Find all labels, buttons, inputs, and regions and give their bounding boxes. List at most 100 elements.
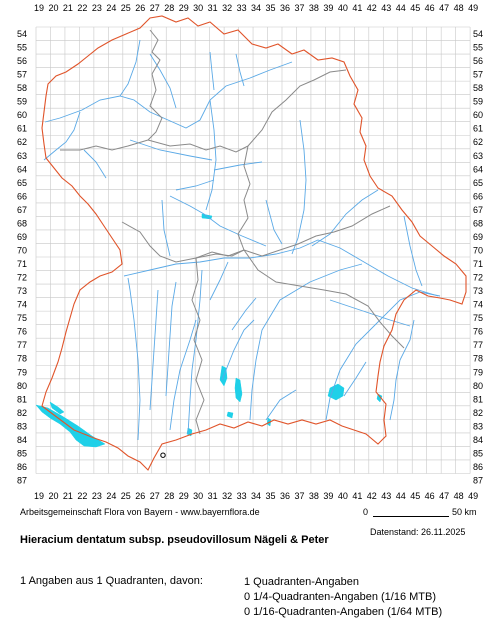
x-axis-top-labels: 19 20 21 22 23 24 25 26 27 28 29 30 31 32 33 34 35 36 37 38… — [34, 3, 478, 13]
y-tick-label: 57 — [17, 70, 27, 80]
river-tauber — [83, 149, 107, 179]
river-naab — [291, 119, 307, 255]
y-tick-label: 75 — [17, 313, 27, 323]
y-axis-left-labels: 54 55 56 57 58 59 60 61 62 63 64 65 66 67 68 69 70 71 72 73… — [17, 29, 27, 485]
x-tick-label: 37 — [294, 3, 304, 13]
distribution-map: 19 20 21 22 23 24 25 26 27 28 29 30 31 32 33 34 35 36 37 38… — [17, 3, 483, 500]
y-tick-label: 84 — [17, 435, 27, 445]
y-tick-label: 60 — [473, 110, 483, 120]
x-tick-label: 45 — [410, 3, 420, 13]
rivers — [43, 39, 441, 441]
y-tick-label: 78 — [473, 354, 483, 364]
y-tick-label: 76 — [17, 327, 27, 337]
y-tick-label: 57 — [473, 70, 483, 80]
y-tick-label: 54 — [17, 29, 27, 39]
x-tick-label: 22 — [77, 3, 87, 13]
x-tick-label: 46 — [425, 491, 435, 500]
y-tick-label: 83 — [17, 421, 27, 431]
x-tick-label: 28 — [164, 491, 174, 500]
river-vils — [265, 199, 283, 245]
y-tick-label: 59 — [17, 97, 27, 107]
y-tick-label: 58 — [473, 83, 483, 93]
y-tick-label: 73 — [473, 286, 483, 296]
river-ilz — [403, 215, 423, 287]
y-tick-label: 76 — [473, 327, 483, 337]
river-altmuehl — [169, 195, 267, 247]
x-tick-label: 29 — [179, 3, 189, 13]
y-tick-label: 82 — [17, 408, 27, 418]
x-tick-label: 49 — [468, 3, 478, 13]
y-tick-label: 70 — [17, 245, 27, 255]
y-tick-label: 81 — [473, 394, 483, 404]
x-tick-label: 28 — [164, 3, 174, 13]
y-tick-label: 83 — [473, 421, 483, 431]
y-tick-label: 87 — [17, 475, 27, 485]
data-date: Datenstand: 26.11.2025 — [370, 527, 466, 537]
river-pegnitz — [213, 161, 263, 171]
x-tick-label: 39 — [323, 3, 333, 13]
x-tick-label: 36 — [280, 3, 290, 13]
x-tick-label: 41 — [352, 491, 362, 500]
y-tick-label: 80 — [17, 381, 27, 391]
stats-sixteenth-quadrant-records: 0 1/16-Quadranten-Angaben (1/64 MTB) — [244, 606, 443, 618]
scale-distance-label: 50 km — [452, 507, 477, 517]
y-tick-label: 65 — [17, 178, 27, 188]
x-tick-label: 48 — [454, 3, 464, 13]
river-fr-saale — [119, 39, 141, 97]
y-tick-label: 65 — [473, 178, 483, 188]
y-tick-label: 86 — [17, 462, 27, 472]
x-tick-label: 42 — [367, 491, 377, 500]
y-tick-label: 60 — [17, 110, 27, 120]
district-boundary-oberbayern-schwaben — [191, 257, 205, 435]
lake-constance-arm — [49, 401, 65, 415]
lakes — [35, 213, 383, 448]
state-border — [41, 15, 467, 471]
y-tick-label: 62 — [473, 137, 483, 147]
river-glonn — [231, 297, 257, 331]
river-main — [44, 61, 293, 129]
river-wertach — [169, 319, 197, 431]
x-tick-label: 33 — [237, 3, 247, 13]
x-tick-label: 48 — [454, 491, 464, 500]
y-tick-label: 85 — [17, 448, 27, 458]
y-tick-label: 77 — [17, 340, 27, 350]
x-tick-label: 33 — [237, 491, 247, 500]
river-iller — [127, 277, 141, 441]
x-tick-label: 38 — [309, 491, 319, 500]
x-tick-label: 35 — [266, 3, 276, 13]
y-tick-label: 61 — [473, 124, 483, 134]
occurrence-markers — [160, 452, 166, 458]
x-tick-label: 35 — [266, 491, 276, 500]
y-tick-label: 62 — [17, 137, 27, 147]
y-tick-label: 81 — [17, 394, 27, 404]
y-tick-label: 74 — [17, 300, 27, 310]
y-tick-label: 86 — [473, 462, 483, 472]
x-tick-label: 47 — [439, 3, 449, 13]
district-boundary-oberfranken-mittelfranken — [147, 139, 249, 153]
x-tick-label: 21 — [63, 491, 73, 500]
river-regen — [311, 189, 379, 247]
district-boundary-oberfranken-oberpfalz — [247, 69, 347, 147]
y-tick-label: 54 — [473, 29, 483, 39]
river-regnitz — [205, 99, 217, 211]
x-tick-label: 43 — [381, 3, 391, 13]
organization-credit: Arbeitsgemeinschaft Flora von Bayern - w… — [20, 507, 260, 517]
x-tick-label: 20 — [48, 3, 58, 13]
y-tick-label: 56 — [473, 56, 483, 66]
y-tick-label: 85 — [473, 448, 483, 458]
occurrence-marker — [160, 452, 166, 458]
y-tick-label: 61 — [17, 124, 27, 134]
stats-quarter-quadrant-records: 0 1/4-Quadranten-Angaben (1/16 MTB) — [244, 591, 437, 603]
x-tick-label: 34 — [251, 491, 261, 500]
x-tick-label: 39 — [323, 491, 333, 500]
y-tick-label: 68 — [473, 218, 483, 228]
y-tick-label: 82 — [473, 408, 483, 418]
x-tick-label: 44 — [396, 3, 406, 13]
x-tick-label: 41 — [352, 3, 362, 13]
x-tick-label: 42 — [367, 3, 377, 13]
y-tick-label: 69 — [473, 232, 483, 242]
district-boundary-unterfranken-oberfranken — [147, 29, 163, 141]
district-boundary-mittelfranken-oberpfalz — [237, 145, 251, 251]
y-tick-label: 64 — [473, 164, 483, 174]
x-tick-label: 29 — [179, 491, 189, 500]
